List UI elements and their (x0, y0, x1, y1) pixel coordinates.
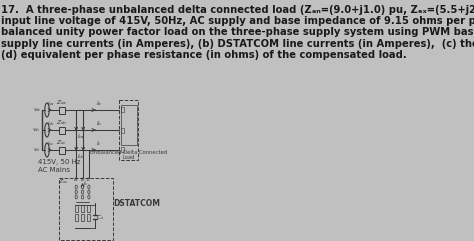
Bar (121, 107, 124, 112)
Text: $I_c$: $I_c$ (96, 139, 102, 148)
Text: $I_{ca}$: $I_{ca}$ (77, 132, 85, 141)
Text: Unbalanced Delta Connected: Unbalanced Delta Connected (90, 150, 167, 155)
Bar (87, 214, 91, 221)
Text: $i_{sa}$: $i_{sa}$ (47, 99, 55, 108)
Bar (119, 100, 138, 160)
Text: $C_s$: $C_s$ (96, 214, 104, 222)
Bar (59, 147, 65, 154)
Text: $I_b$: $I_b$ (80, 175, 85, 184)
Text: $Z_{sb}$: $Z_{sb}$ (56, 118, 68, 127)
Text: $I_b$: $I_b$ (96, 119, 102, 128)
Bar (59, 107, 65, 114)
Bar (74, 205, 78, 212)
Text: AC Mains: AC Mains (38, 167, 71, 173)
Bar (121, 128, 124, 133)
Bar (121, 105, 137, 145)
Bar (74, 214, 78, 221)
Text: $I_a$: $I_a$ (73, 175, 79, 184)
Text: balanced unity power factor load on the three-phase supply system using PWM base: balanced unity power factor load on the … (1, 27, 474, 37)
Text: $v_b$: $v_b$ (32, 126, 41, 134)
Text: $i_{sb}$: $i_{sb}$ (47, 119, 55, 128)
Bar (81, 214, 84, 221)
Text: $I_c$: $I_c$ (86, 175, 92, 184)
Bar (59, 127, 65, 134)
Bar (121, 147, 124, 152)
Text: $I_a$: $I_a$ (96, 99, 102, 108)
Text: DSTATCOM: DSTATCOM (114, 199, 161, 208)
Text: $Z_{sc}$: $Z_{sc}$ (56, 138, 67, 147)
Text: $v_c$: $v_c$ (33, 146, 41, 154)
Text: $I_{cb}$: $I_{cb}$ (77, 152, 85, 161)
Text: supply line currents (in Amperes), (b) DSTATCOM line currents (in Amperes),  (c): supply line currents (in Amperes), (b) D… (1, 39, 474, 49)
Text: 415V, 50 Hz: 415V, 50 Hz (38, 159, 81, 165)
Text: $i_{sc}$: $i_{sc}$ (47, 139, 55, 148)
Text: Load: Load (122, 155, 135, 160)
Bar (87, 205, 91, 212)
Text: (d) equivalent per phase resistance (in ohms) of the compensated load.: (d) equivalent per phase resistance (in … (1, 50, 407, 60)
Text: $Z_{sa}$: $Z_{sa}$ (56, 98, 67, 107)
Text: $v_a$: $v_a$ (33, 106, 41, 114)
Bar (81, 205, 84, 212)
Text: $I_c$: $I_c$ (83, 179, 89, 188)
Text: input line voltage of 415V, 50Hz, AC supply and base impedance of 9.15 ohms per : input line voltage of 415V, 50Hz, AC sup… (1, 16, 474, 26)
Text: 17.  A three-phase unbalanced delta connected load (Zₐₙ=(9.0+j1.0) pu, Zₑₓ=(5.5+: 17. A three-phase unbalanced delta conne… (1, 5, 474, 15)
Text: $Z_{sc}$: $Z_{sc}$ (58, 177, 69, 186)
Bar (59, 178, 113, 240)
